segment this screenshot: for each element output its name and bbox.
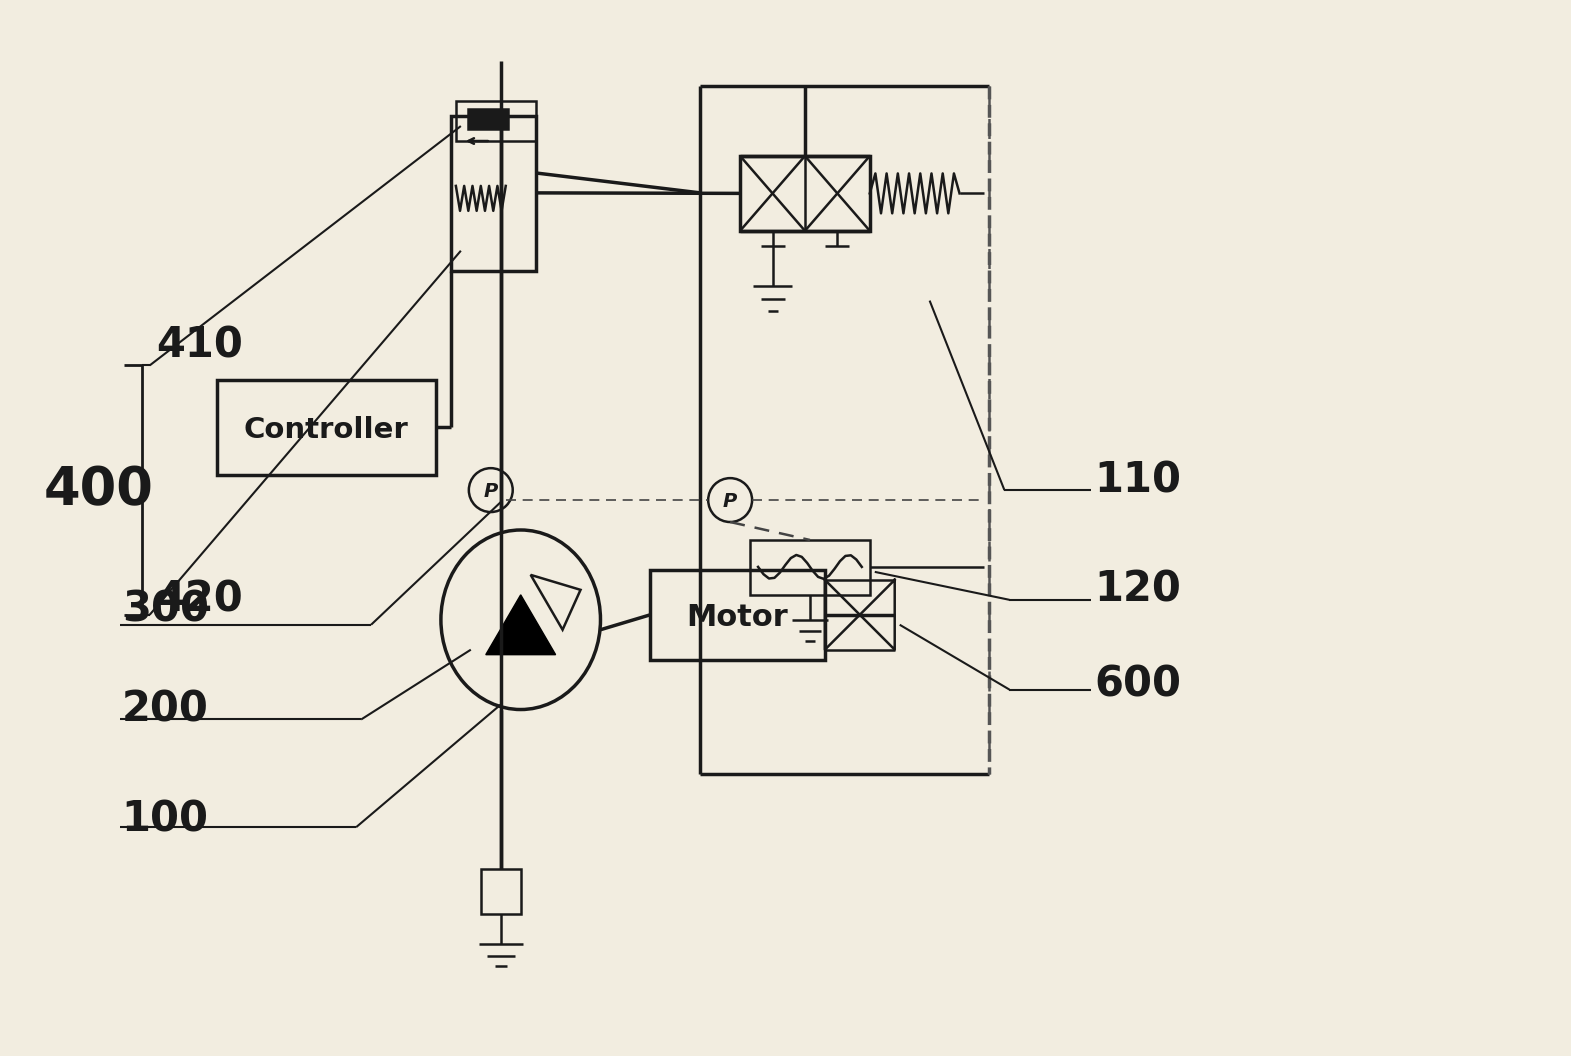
Text: 300: 300 bbox=[121, 589, 209, 630]
Text: 120: 120 bbox=[1093, 569, 1181, 610]
Bar bbox=[650, 570, 825, 660]
Bar bbox=[481, 869, 520, 914]
Text: 110: 110 bbox=[1093, 459, 1181, 502]
Text: 200: 200 bbox=[121, 689, 209, 731]
Text: 410: 410 bbox=[157, 324, 244, 366]
Bar bbox=[468, 109, 507, 129]
Text: Motor: Motor bbox=[687, 603, 789, 633]
Text: 400: 400 bbox=[44, 464, 154, 516]
Text: 600: 600 bbox=[1093, 663, 1181, 705]
Text: P: P bbox=[723, 492, 737, 510]
Polygon shape bbox=[485, 595, 556, 655]
Bar bbox=[740, 156, 870, 231]
Bar bbox=[456, 101, 536, 142]
Text: P: P bbox=[484, 482, 498, 501]
Text: Controller: Controller bbox=[244, 416, 408, 445]
Bar bbox=[451, 116, 536, 270]
Bar bbox=[749, 540, 870, 595]
Text: 100: 100 bbox=[121, 798, 209, 841]
Bar bbox=[217, 380, 435, 475]
Text: 420: 420 bbox=[157, 579, 244, 621]
